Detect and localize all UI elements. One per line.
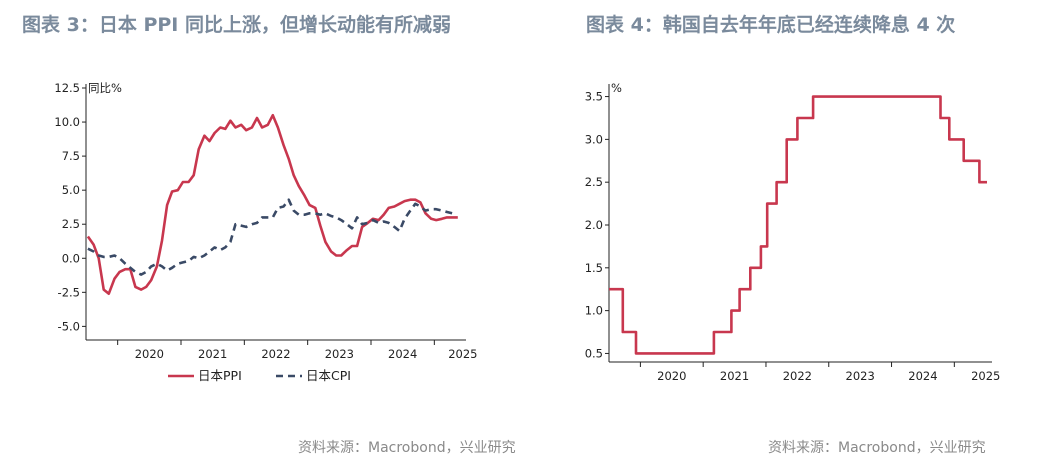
- y-tick-label: -2.5: [58, 285, 80, 299]
- unit-label: %: [611, 81, 622, 95]
- y-tick-label: 2.5: [62, 217, 80, 231]
- y-tick-label: 3.5: [585, 90, 603, 104]
- y-tick-label: 1.0: [585, 304, 603, 318]
- x-tick-label: 2023: [846, 369, 875, 383]
- x-tick-label: 2025: [971, 369, 1000, 383]
- y-tick-label: 5.0: [62, 183, 80, 197]
- y-tick-label: -5.0: [58, 319, 80, 333]
- ppi-chart-source: 资料来源：Macrobond，兴业研究: [298, 437, 516, 457]
- series-line-1: [88, 200, 452, 275]
- y-tick-label: 3.0: [585, 132, 603, 146]
- legend-label: 日本CPI: [306, 368, 351, 383]
- x-tick-label: 2021: [198, 347, 227, 361]
- x-tick-label: 2023: [325, 347, 354, 361]
- x-tick-label: 2020: [135, 347, 164, 361]
- x-tick-label: 2022: [783, 369, 812, 383]
- ppi-chart-panel: 图表 3：日本 PPI 同比上涨，但增长动能有所减弱 12.5 10.0 7.5 5.…: [0, 0, 560, 460]
- ppi-chart-svg: 12.5 10.0 7.5 5.0 2.5 0.0 -2.5 -5.0 同比% 2020 2021 2…: [0, 0, 560, 460]
- unit-label: 同比%: [88, 81, 122, 95]
- rate-chart-source: 资料来源：Macrobond，兴业研究: [768, 437, 986, 457]
- rate-chart-panel: 图表 4：韩国自去年年底已经连续降息 4 次 3.5 3.0 2.5 2.0 1.5 1.…: [560, 0, 1044, 460]
- x-tick-label: 2024: [908, 369, 937, 383]
- y-tick-label: 0.0: [62, 251, 80, 265]
- series-line-0: [609, 97, 987, 354]
- y-tick-label: 0.5: [585, 346, 603, 360]
- y-tick-label: 1.5: [585, 261, 603, 275]
- series-line-0: [88, 115, 458, 294]
- x-tick-label: 2020: [657, 369, 686, 383]
- x-tick-label: 2024: [388, 347, 417, 361]
- y-tick-label: 12.5: [54, 81, 80, 95]
- x-tick-label: 2021: [720, 369, 749, 383]
- x-tick-label: 2025: [448, 347, 477, 361]
- y-tick-label: 7.5: [62, 149, 80, 163]
- x-tick-label: 2022: [261, 347, 290, 361]
- y-tick-label: 2.0: [585, 218, 603, 232]
- rate-chart-svg: 3.5 3.0 2.5 2.0 1.5 1.0 0.5% 2020 2021 2022 2023 20…: [560, 0, 1044, 460]
- y-tick-label: 2.5: [585, 175, 603, 189]
- y-tick-label: 10.0: [54, 115, 80, 129]
- legend-label: 日本PPI: [198, 368, 242, 383]
